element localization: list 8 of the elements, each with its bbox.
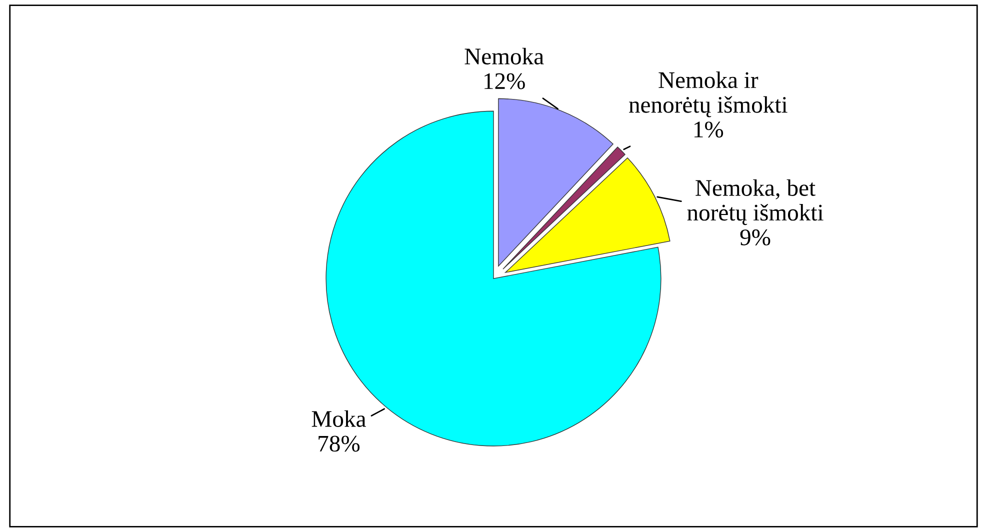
- slice-label: Moka: [312, 410, 366, 427]
- slice-label: Nemoka ir nenorėtų išmokti: [629, 72, 788, 118]
- data-label: 78%: [318, 436, 360, 452]
- data-label: 1%: [694, 122, 724, 138]
- data-label: 9%: [740, 229, 770, 246]
- slice-label: Nemoka, bet norėtų išmokti: [687, 179, 824, 226]
- slice-label: Nemoka: [464, 48, 544, 64]
- data-label: 12%: [484, 73, 525, 90]
